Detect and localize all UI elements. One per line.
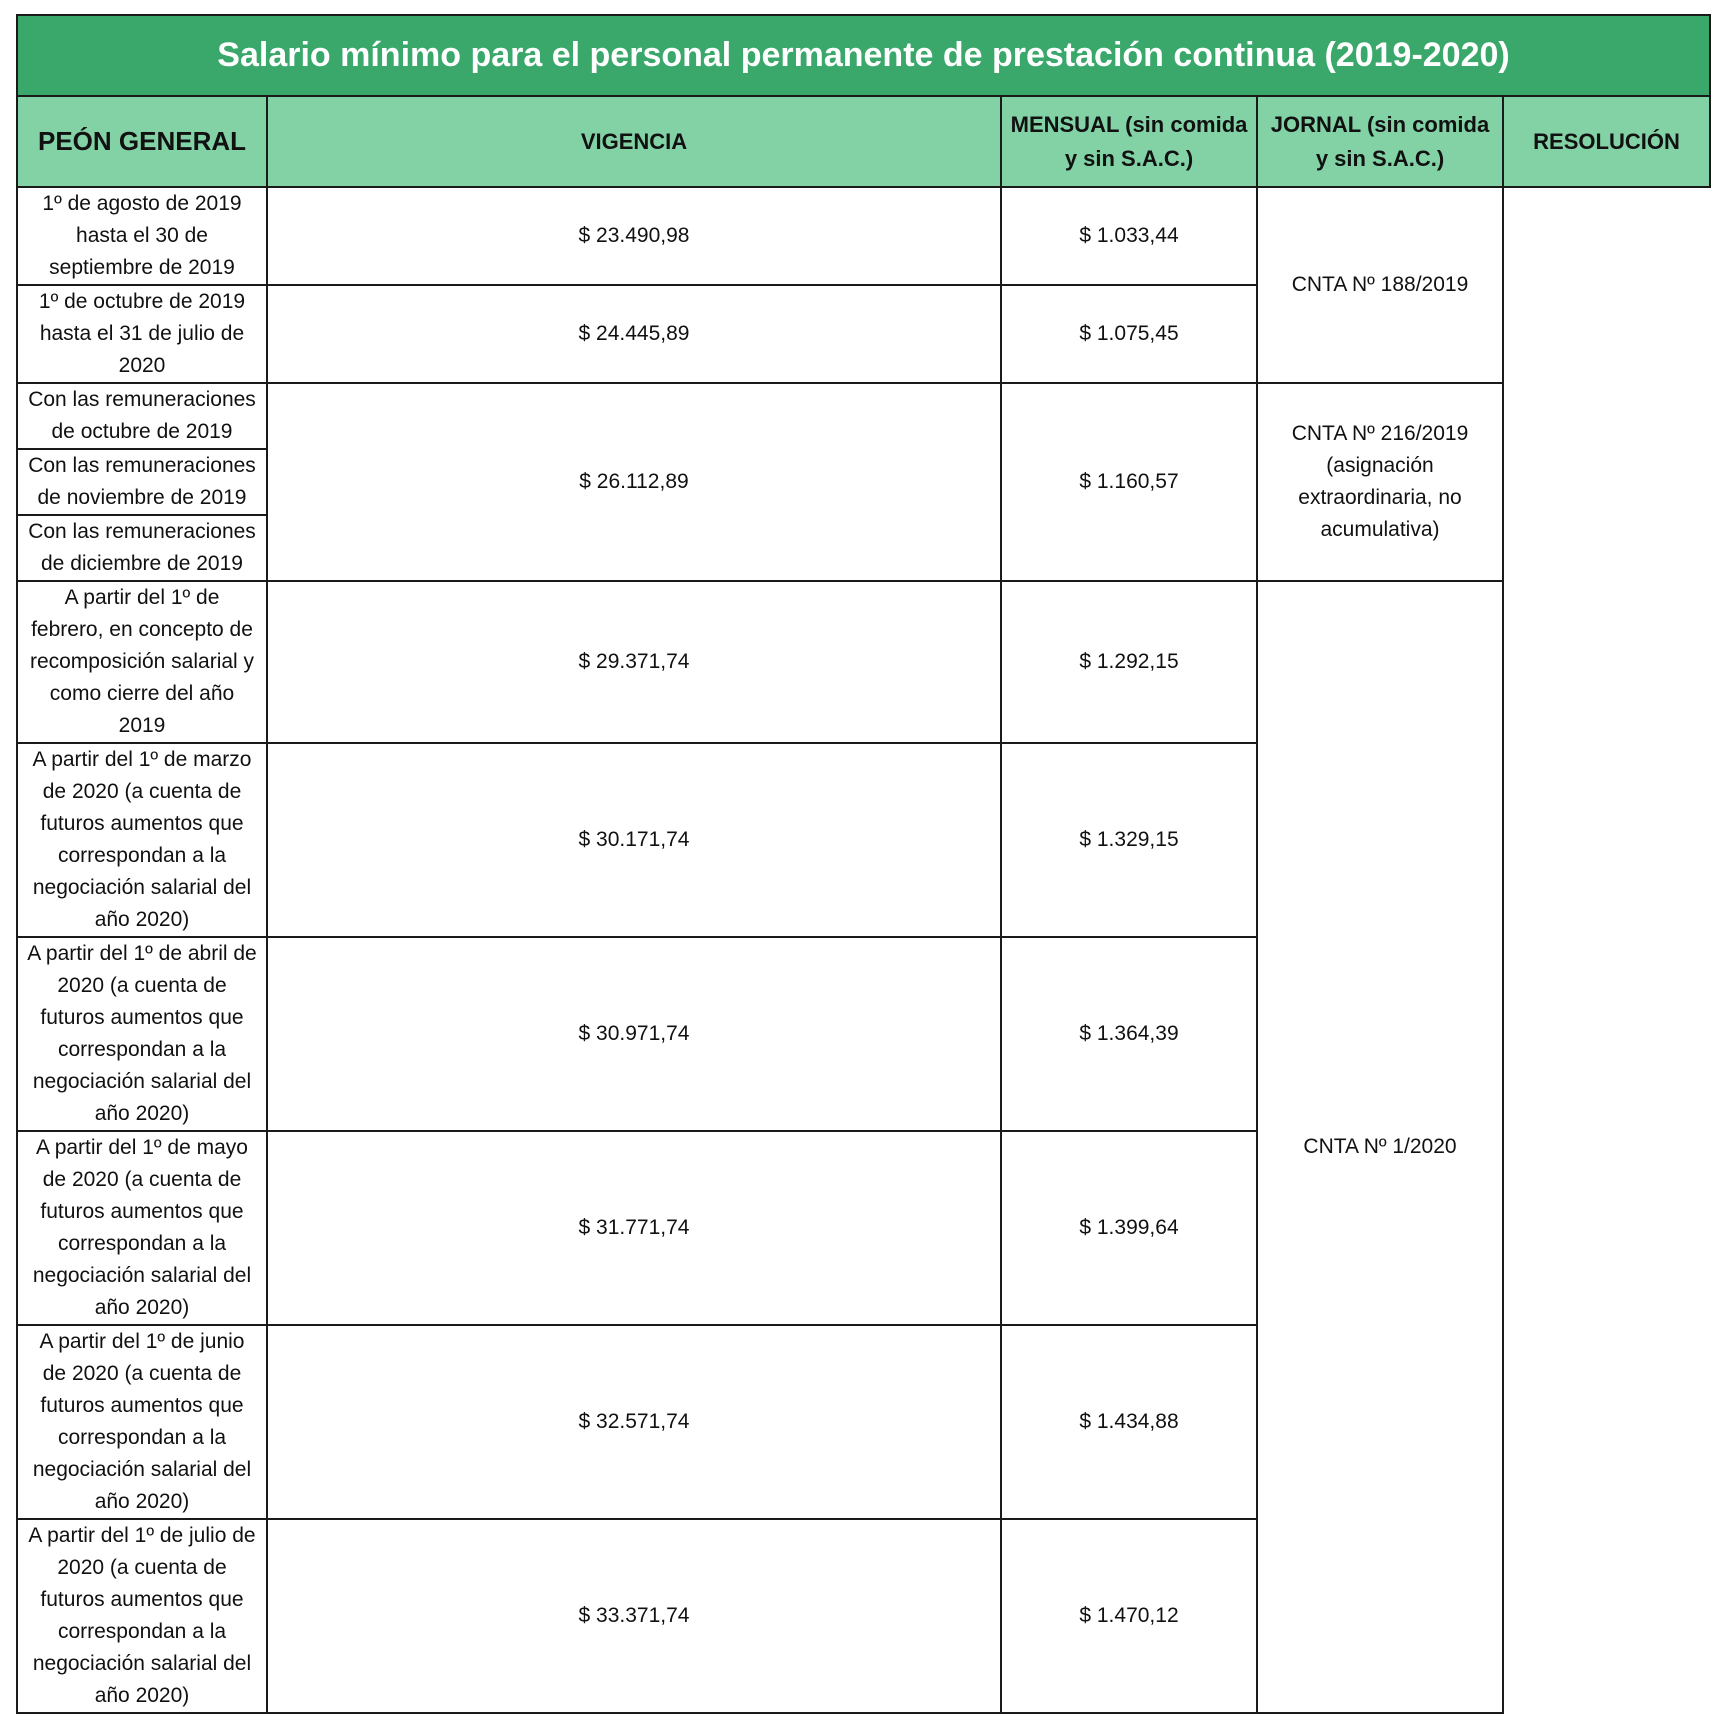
vigencia-cell: Con las remuneraciones de diciembre de 2…	[16, 514, 268, 582]
jornal-cell: $ 1.364,39	[1000, 936, 1258, 1132]
vigencia-cell: Con las remuneraciones de noviembre de 2…	[16, 448, 268, 516]
mensual-group-cell: $ 26.112,89	[266, 382, 1002, 582]
table-row: A partir del 1º de febrero, en concepto …	[16, 580, 1710, 1714]
resolucion-cell: CNTA Nº 216/2019 (asignación extraordina…	[1256, 382, 1504, 582]
table-row: Con las remuneraciones de diciembre de 2…	[16, 514, 1710, 582]
header-row: PEÓN GENERAL VIGENCIA MENSUAL (sin comid…	[16, 95, 1712, 188]
jornal-cell: $ 1.399,64	[1000, 1130, 1258, 1326]
vigencia-cell: A partir del 1º de junio de 2020 (a cuen…	[16, 1324, 268, 1520]
vigencia-cell: A partir del 1º de julio de 2020 (a cuen…	[16, 1518, 268, 1714]
table-row: 1º de octubre de 2019 hasta el 31 de jul…	[16, 284, 1710, 384]
resolucion-cell: CNTA Nº 1/2020	[1256, 580, 1504, 1714]
mensual-cell: $ 31.771,74	[266, 1130, 1002, 1326]
vigencia-cell: A partir del 1º de febrero, en concepto …	[16, 580, 268, 744]
table-row: 1º de agosto de 2019 hasta el 30 de sept…	[16, 186, 1710, 384]
table-row: A partir del 1º de marzo de 2020 (a cuen…	[16, 742, 1710, 938]
vigencia-cell: A partir del 1º de mayo de 2020 (a cuent…	[16, 1130, 268, 1326]
jornal-cell: $ 1.075,45	[1000, 284, 1258, 384]
jornal-cell: $ 1.434,88	[1000, 1324, 1258, 1520]
vigencia-cell: 1º de octubre de 2019 hasta el 31 de jul…	[16, 284, 268, 384]
mensual-cell: $ 24.445,89	[266, 284, 1002, 384]
title-row: Salario mínimo para el personal permanen…	[15, 14, 1712, 97]
category-cell: PEÓN GENERAL	[16, 95, 268, 188]
header-vigencia: VIGENCIA	[266, 95, 1002, 188]
mensual-cell: $ 29.371,74	[266, 580, 1002, 744]
mensual-cell: $ 32.571,74	[266, 1324, 1002, 1520]
vigencia-cell: A partir del 1º de abril de 2020 (a cuen…	[16, 936, 268, 1132]
jornal-cell: $ 1.329,15	[1000, 742, 1258, 938]
mensual-cell: $ 30.971,74	[266, 936, 1002, 1132]
vigencia-cell: Con las remuneraciones de octubre de 201…	[16, 382, 268, 450]
vigencia-cell: A partir del 1º de marzo de 2020 (a cuen…	[16, 742, 268, 938]
jornal-cell: $ 1.033,44	[1000, 186, 1258, 286]
jornal-group-cell: $ 1.160,57	[1000, 382, 1258, 582]
mensual-cell: $ 30.171,74	[266, 742, 1002, 938]
jornal-cell: $ 1.470,12	[1000, 1518, 1258, 1714]
mensual-cell: $ 23.490,98	[266, 186, 1002, 286]
table-row: Con las remuneraciones de octubre de 201…	[16, 382, 1710, 582]
mensual-cell: $ 33.371,74	[266, 1518, 1002, 1714]
header-resolucion: RESOLUCIÓN	[1501, 95, 1712, 188]
table-row: Con las remuneraciones de noviembre de 2…	[16, 448, 1710, 516]
jornal-cell: $ 1.292,15	[1000, 580, 1258, 744]
salary-table-container: Salario mínimo para el personal permanen…	[15, 14, 1712, 1714]
header-mensual: MENSUAL (sin comida y sin S.A.C.)	[1000, 95, 1258, 188]
resolucion-cell: CNTA Nº 188/2019	[1256, 186, 1504, 384]
salary-table: Salario mínimo para el personal permanen…	[15, 14, 1712, 1714]
header-jornal: JORNAL (sin comida y sin S.A.C.)	[1256, 95, 1504, 188]
vigencia-cell: 1º de agosto de 2019 hasta el 30 de sept…	[16, 186, 268, 286]
table-title: Salario mínimo para el personal permanen…	[15, 14, 1712, 97]
